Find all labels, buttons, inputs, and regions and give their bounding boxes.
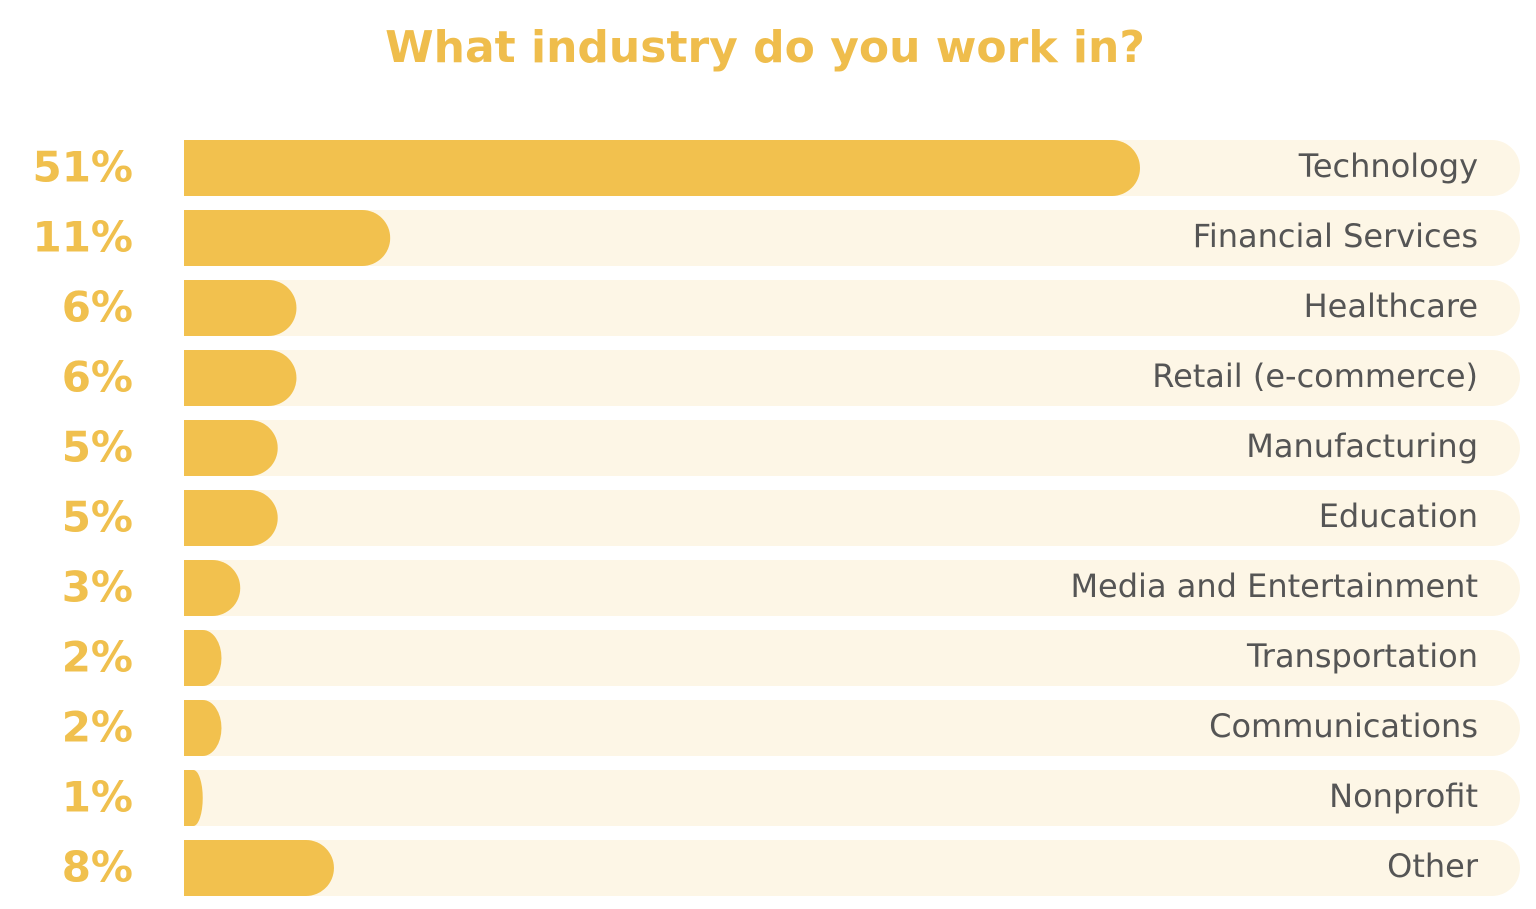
category-label: Financial Services (1193, 217, 1478, 255)
bar-row (184, 420, 1520, 476)
bar (184, 700, 222, 756)
bar-track (184, 490, 1520, 546)
bar (184, 280, 297, 336)
bar (184, 490, 278, 546)
bar (184, 210, 391, 266)
bar (184, 350, 297, 406)
category-label: Manufacturing (1246, 427, 1478, 465)
bar-row (184, 630, 1520, 686)
bar-track (184, 770, 1520, 826)
bar-track (184, 700, 1520, 756)
category-label: Media and Entertainment (1070, 567, 1478, 605)
bar-track (184, 840, 1520, 896)
category-label: Communications (1209, 707, 1478, 745)
bar-track (184, 280, 1520, 336)
bar-row (184, 140, 1520, 196)
bar-track (184, 350, 1520, 406)
value-label: 3% (62, 563, 133, 612)
bar-track (184, 560, 1520, 616)
value-label: 6% (62, 283, 133, 332)
category-label: Nonprofit (1329, 777, 1478, 815)
bar (184, 630, 222, 686)
chart-title: What industry do you work in? (385, 22, 1145, 73)
bar (184, 840, 334, 896)
bar (184, 140, 1140, 196)
value-label: 8% (62, 843, 133, 892)
value-label: 5% (62, 423, 133, 472)
value-label: 51% (32, 143, 133, 192)
bar (184, 560, 241, 616)
category-label: Retail (e-commerce) (1152, 357, 1478, 395)
bar-row (184, 490, 1520, 546)
bar-row (184, 560, 1520, 616)
category-label: Education (1319, 497, 1478, 535)
bar-track (184, 210, 1520, 266)
value-label: 11% (32, 213, 133, 262)
bar-row (184, 350, 1520, 406)
value-label: 2% (62, 633, 133, 682)
category-label: Healthcare (1304, 287, 1478, 325)
category-label: Other (1387, 847, 1479, 885)
value-label: 5% (62, 493, 133, 542)
value-label: 6% (62, 353, 133, 402)
bar-track (184, 420, 1520, 476)
value-label: 2% (62, 703, 133, 752)
bar-row (184, 840, 1520, 896)
bar-row (184, 210, 1520, 266)
bar (184, 420, 278, 476)
bar-row (184, 770, 1520, 826)
bar (184, 770, 203, 826)
bar-row (184, 700, 1520, 756)
category-label: Transportation (1246, 637, 1478, 675)
value-label: 1% (62, 773, 133, 822)
category-label: Technology (1298, 147, 1478, 185)
bar-track (184, 630, 1520, 686)
bar-row (184, 280, 1520, 336)
